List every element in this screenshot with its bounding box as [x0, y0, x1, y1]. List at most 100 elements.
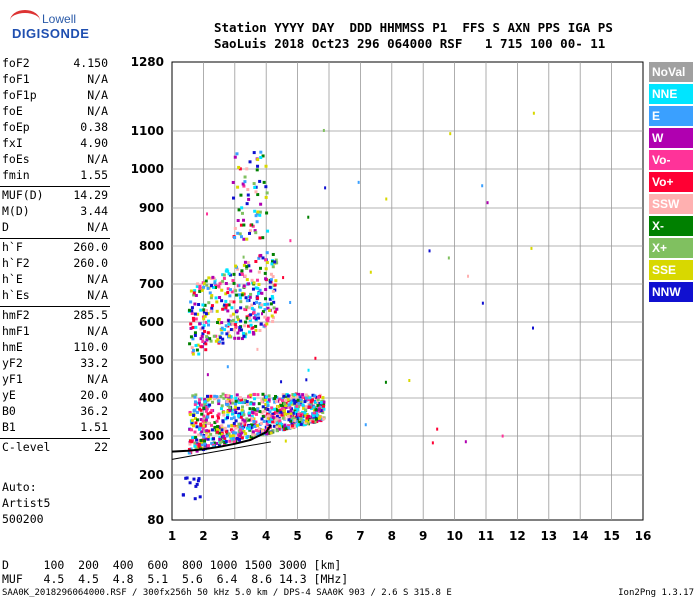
- echo-point: [188, 410, 192, 414]
- echo-point: [299, 403, 303, 407]
- echo-point: [213, 278, 217, 282]
- echo-point: [225, 434, 229, 438]
- echo-point: [235, 309, 239, 313]
- echo-point: [317, 409, 321, 413]
- echo-point: [287, 410, 291, 414]
- echo-point: [202, 424, 206, 428]
- y-tick-label: 700: [139, 277, 164, 291]
- echo-point: [231, 431, 235, 435]
- echo-point: [274, 258, 278, 262]
- param-value: 20.0: [80, 388, 108, 402]
- echo-point: [276, 409, 280, 413]
- echo-point: [321, 410, 325, 414]
- echo-point: [245, 299, 249, 303]
- echo-point: [222, 276, 226, 280]
- param-name: fxI: [2, 136, 23, 150]
- echo-point: [308, 403, 312, 407]
- echo-point: [301, 396, 305, 400]
- echo-point: [289, 409, 293, 413]
- echo-point: [202, 310, 206, 314]
- echo-point: [266, 229, 270, 233]
- echo-point: [197, 427, 201, 431]
- echo-point: [193, 302, 197, 306]
- y-tick-label: 900: [139, 201, 164, 215]
- echo-point: [227, 432, 231, 436]
- echo-point: [228, 406, 232, 410]
- echo-point: [232, 416, 236, 420]
- echo-point: [245, 305, 249, 309]
- auto-code: 500200: [2, 512, 44, 526]
- echo-point: [203, 439, 207, 443]
- echo-point: [210, 408, 214, 412]
- echo-point: [301, 403, 305, 407]
- echo-point: [273, 400, 277, 404]
- echo-point: [192, 293, 196, 297]
- echo-point: [239, 193, 243, 197]
- echo-point: [304, 413, 308, 417]
- echo-point: [289, 412, 293, 416]
- echo-point: [293, 419, 297, 423]
- x-tick-label: 11: [478, 529, 495, 543]
- echo-point: [275, 415, 279, 419]
- param-row: yF2 33.2: [2, 356, 108, 372]
- echo-point: [187, 447, 191, 451]
- echo-point: [199, 308, 203, 312]
- echo-point: [254, 324, 258, 328]
- x-tick-label: 16: [635, 529, 652, 543]
- echo-point: [251, 430, 255, 434]
- echo-point: [223, 439, 227, 443]
- echo-point: [236, 317, 240, 321]
- echo-point: [292, 398, 296, 402]
- echo-point: [303, 411, 307, 415]
- echo-point: [235, 315, 239, 319]
- echo-point: [211, 275, 215, 279]
- echo-point: [239, 300, 243, 304]
- echo-point: [220, 432, 224, 436]
- echo-point: [282, 276, 285, 280]
- echo-point: [290, 399, 294, 403]
- echo-point: [202, 285, 206, 289]
- echo-point: [196, 312, 200, 316]
- echo-point: [247, 411, 251, 415]
- echo-point: [202, 435, 206, 439]
- echo-point: [238, 232, 242, 236]
- echo-point: [481, 184, 484, 188]
- x-tick-label: 8: [388, 529, 396, 543]
- echo-point: [252, 281, 256, 285]
- echo-point: [195, 405, 199, 409]
- echo-point: [431, 441, 434, 445]
- echo-point: [229, 436, 233, 440]
- echo-point: [275, 421, 279, 425]
- echo-point: [284, 439, 287, 443]
- echo-point: [249, 323, 253, 327]
- echo-point: [283, 412, 287, 416]
- echo-point: [247, 282, 251, 286]
- echo-point: [207, 323, 211, 327]
- param-row: hmE 110.0: [2, 340, 108, 356]
- echo-point: [244, 296, 248, 300]
- plot-frame: [171, 61, 644, 521]
- echo-point: [275, 429, 279, 433]
- echo-point: [215, 309, 219, 313]
- echo-point: [296, 408, 300, 412]
- param-row: M(D) 3.44: [2, 204, 108, 220]
- echo-point: [207, 301, 211, 305]
- echo-point: [229, 320, 233, 324]
- echo-point: [253, 397, 257, 401]
- echo-point: [256, 164, 260, 168]
- echo-point: [228, 294, 232, 298]
- echo-point: [247, 306, 251, 310]
- param-value: N/A: [87, 152, 108, 166]
- echo-point: [264, 395, 268, 399]
- echo-point: [267, 398, 271, 402]
- echo-point: [189, 322, 193, 326]
- echo-point: [257, 316, 261, 320]
- echo-point: [197, 352, 201, 356]
- echo-point: [218, 340, 222, 344]
- echo-point: [204, 342, 208, 346]
- echo-point: [243, 180, 247, 184]
- echo-point: [221, 392, 225, 396]
- echo-point: [305, 378, 308, 382]
- param-value: 33.2: [80, 356, 108, 370]
- echo-point: [275, 399, 279, 403]
